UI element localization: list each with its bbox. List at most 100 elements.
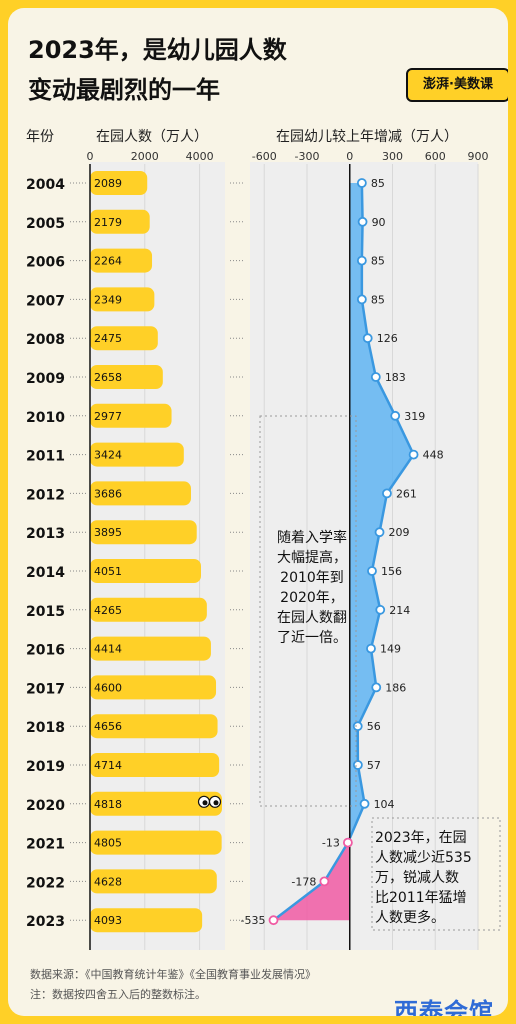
enrollment-bar <box>90 675 217 700</box>
change-tick-label: -600 <box>252 150 277 163</box>
year-label: 2013 <box>26 526 65 542</box>
decline-annotation: 2023年，在园 人数减少近535 万，锐减人数 比2011年猛增 人数更多。 <box>375 830 472 926</box>
year-label: 2006 <box>26 255 65 271</box>
growth-annotation: 随着入学率 大幅提高， 2010年到 2020年， 在园人数翻 了近一倍。 <box>277 530 347 646</box>
change-point <box>357 216 368 227</box>
change-tick-label: 600 <box>425 150 446 163</box>
enrollment-bar <box>90 365 163 389</box>
change-point <box>268 915 279 926</box>
change-point <box>370 372 381 382</box>
growth-annotation-box <box>259 415 357 807</box>
enrollment-bar <box>90 636 211 661</box>
enrollment-value-label: 4805 <box>94 837 122 850</box>
year-label: 2012 <box>26 487 65 503</box>
brand-logo: 澎湃·美数课 <box>406 68 508 102</box>
title-line-2: 变动最剧烈的一年 <box>28 76 220 104</box>
change-point <box>356 255 367 266</box>
change-value-label: 85 <box>371 255 385 268</box>
enrollment-bar <box>90 559 201 583</box>
year-label: 2023 <box>26 914 65 930</box>
change-value-label: -178 <box>291 875 316 888</box>
change-value-label: 90 <box>372 216 386 229</box>
enrollment-tick-label: 4000 <box>186 150 214 163</box>
change-value-label: 186 <box>385 681 406 694</box>
change-point <box>374 527 385 538</box>
change-point <box>359 798 370 809</box>
year-label: 2015 <box>26 604 65 620</box>
change-value-label: 85 <box>371 293 385 306</box>
change-point <box>408 449 419 460</box>
change-point <box>390 410 401 421</box>
change-value-label: -535 <box>241 914 266 927</box>
change-point <box>382 488 392 499</box>
enrollment-value-label: 4051 <box>94 565 122 578</box>
year-label: 2018 <box>26 720 65 736</box>
enrollment-bar <box>90 908 203 933</box>
year-label: 2022 <box>26 875 65 891</box>
change-value-label: 448 <box>423 449 444 462</box>
eye-pupil <box>213 800 219 806</box>
change-value-label: 209 <box>389 526 410 539</box>
chart-svg: 0 2000 4000 -600 -300 0 300 600 900 2004 2089 2005 2… <box>26 150 501 950</box>
enrollment-bar <box>90 403 172 428</box>
change-value-label: 57 <box>367 759 381 772</box>
negative-change-area <box>273 838 350 921</box>
enrollment-bar <box>90 287 155 312</box>
change-value-label: 156 <box>381 565 402 578</box>
enrollment-value-label: 4628 <box>94 875 122 888</box>
change-value-label: -13 <box>322 837 340 850</box>
year-label: 2005 <box>26 216 65 232</box>
enrollment-bar <box>90 326 158 351</box>
year-label: 2016 <box>26 643 65 659</box>
enrollment-value-label: 2179 <box>94 216 122 229</box>
year-label: 2010 <box>26 410 65 426</box>
enrollment-bar <box>90 481 191 506</box>
enrollment-bar <box>90 597 207 622</box>
change-line <box>272 182 416 922</box>
year-label: 2007 <box>26 293 65 309</box>
enrollment-bar <box>90 791 222 816</box>
change-tick-label: 300 <box>382 150 403 163</box>
enrollment-bar <box>90 869 217 894</box>
positive-change-area <box>349 183 414 839</box>
enrollment-value-label: 4818 <box>94 798 122 811</box>
change-tick-label: 0 <box>346 150 353 163</box>
enrollment-value-label: 3686 <box>94 487 122 500</box>
enrollment-tick-label: 2000 <box>131 150 159 163</box>
year-label: 2019 <box>26 759 65 775</box>
change-point <box>366 643 376 654</box>
change-point <box>371 682 382 693</box>
change-value-label: 183 <box>385 371 406 384</box>
year-label: 2008 <box>26 332 65 348</box>
enrollment-bar <box>90 830 222 855</box>
enrollment-bar <box>90 753 220 777</box>
enrollment-bar <box>90 171 148 195</box>
year-label: 2021 <box>26 837 65 853</box>
change-point <box>356 294 367 305</box>
year-label: 2004 <box>26 177 65 193</box>
enrollment-tick-label: 0 <box>87 150 94 163</box>
source-text: 数据来源：《中国教育统计年鉴》《全国教育事业发展情况》 <box>30 968 316 981</box>
change-value-label: 261 <box>396 487 417 500</box>
enrollment-bar <box>90 209 150 234</box>
change-point <box>352 760 363 770</box>
change-value-label: 56 <box>367 720 381 733</box>
change-point <box>362 333 373 344</box>
change-point <box>375 604 386 615</box>
enrollment-value-label: 2658 <box>94 371 122 384</box>
enrollment-value-label: 3424 <box>94 449 122 462</box>
change-tick-label: 900 <box>468 150 489 163</box>
enrollment-value-label: 2475 <box>94 332 122 345</box>
title-line-1: 2023年，是幼儿园人数 <box>28 36 287 64</box>
enrollment-header: 在园人数（万人） <box>96 129 208 145</box>
change-point <box>342 837 353 848</box>
change-value-label: 149 <box>380 643 401 656</box>
year-label: 2009 <box>26 371 65 387</box>
change-value-label: 319 <box>404 410 425 423</box>
enrollment-value-label: 2977 <box>94 410 122 423</box>
change-value-label: 85 <box>371 177 385 190</box>
year-label: 2020 <box>26 798 65 814</box>
enrollment-value-label: 4265 <box>94 604 122 617</box>
note-text: 注：数据按四舍五入后的整数标注。 <box>30 988 206 1001</box>
